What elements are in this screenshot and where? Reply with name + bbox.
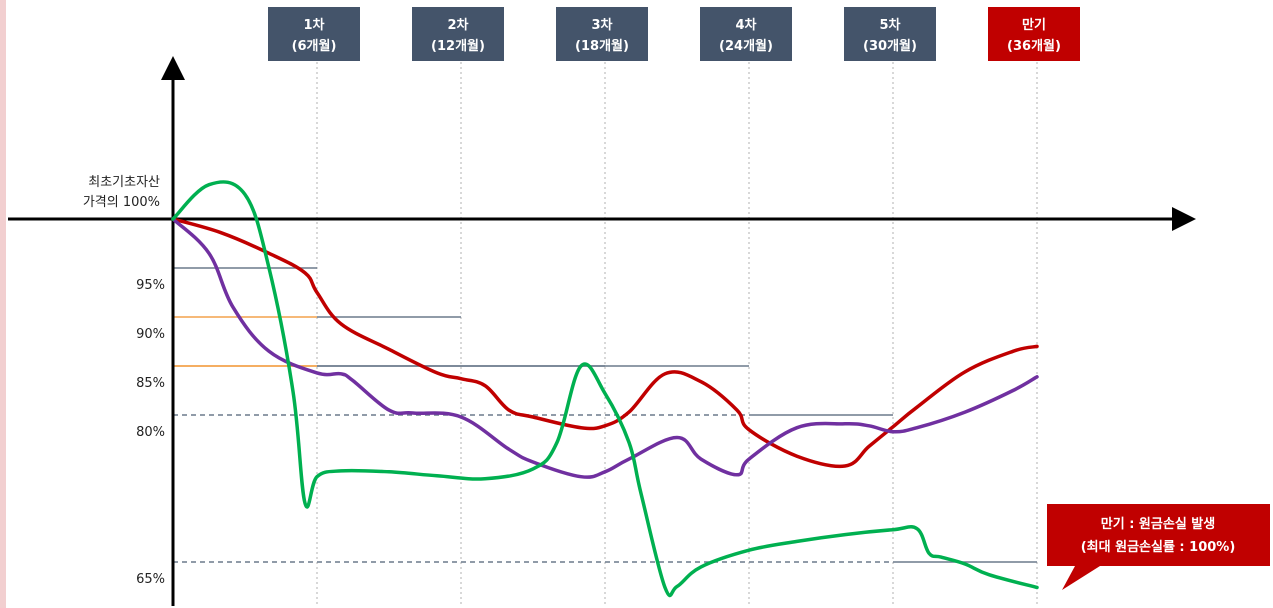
observation-box-5 [844,7,936,61]
observation-box-1 [268,7,360,61]
observation-box-3 [556,7,648,61]
series-layer [171,180,1039,598]
frame-edge [0,0,6,608]
observation-label-4: 4차 [735,17,756,33]
axis-layer [8,56,1196,606]
observation-sub-2: (12개월) [431,38,485,54]
grid-layer [173,62,1038,606]
series-line-1 [171,217,1039,469]
y-tick-label-5: 65% [136,572,165,587]
observation-label-5: 5차 [879,17,900,33]
label-layer: 최초기초자산 가격의 100% 95% 90% 85% 80% 65% [83,175,165,587]
x-axis-arrow [1172,207,1196,231]
series-line-3 [171,180,1039,598]
series-line-2 [171,217,1039,479]
observation-sub-3: (18개월) [575,38,629,54]
y-axis-arrow [161,56,185,80]
box-layer: 1차 (6개월) 2차 (12개월) 3차 (18개월) 4차 (24개월) 5차 (30개월) 만… [268,7,1080,61]
observation-sub-6: (36개월) [1007,38,1061,54]
y-tick-label-3: 85% [136,376,165,391]
callout-line1: 만기 : 원금손실 발생 [1101,516,1215,532]
y-tick-label-4: 80% [136,425,165,440]
observation-label-6: 만기 [1022,17,1046,33]
observation-box-4 [700,7,792,61]
y-tick-label-1: 95% [136,278,165,293]
observation-sub-1: (6개월) [292,38,337,54]
observation-label-1: 1차 [303,17,324,33]
base-label-line2: 가격의 100% [83,195,160,210]
observation-sub-4: (24개월) [719,38,773,54]
callout: 만기 : 원금손실 발생 (최대 원금손실률 : 100%) [1047,504,1270,590]
observation-label-3: 3차 [591,17,612,33]
observation-box-2 [412,7,504,61]
observation-sub-5: (30개월) [863,38,917,54]
callout-box [1047,504,1270,590]
y-tick-label-2: 90% [136,327,165,342]
observation-box-6 [988,7,1080,61]
observation-label-2: 2차 [447,17,468,33]
callout-line2: (최대 원금손실률 : 100%) [1081,539,1236,555]
base-label-line1: 최초기초자산 [88,175,160,190]
